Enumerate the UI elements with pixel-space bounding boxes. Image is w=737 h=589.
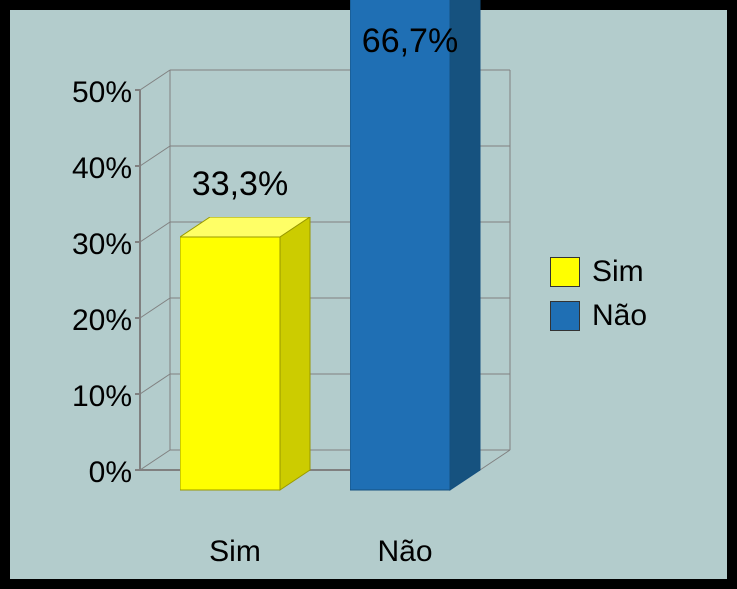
- plot-area: [140, 90, 510, 520]
- ytick-40: 40%: [22, 152, 132, 186]
- ytick-20: 20%: [22, 304, 132, 338]
- datalabel-sim: 33,3%: [165, 165, 315, 204]
- legend-label-sim: Sim: [592, 255, 644, 289]
- legend: Sim Não: [550, 255, 647, 343]
- legend-swatch-nao: [550, 301, 580, 331]
- bar-sim: [180, 217, 320, 507]
- xlabel-sim: Sim: [185, 535, 285, 569]
- chart-canvas: 50% 40% 30% 20% 10% 0%: [10, 10, 727, 579]
- ytick-30: 30%: [22, 228, 132, 262]
- xlabel-nao: Não: [355, 535, 455, 569]
- chart-outer-frame: 50% 40% 30% 20% 10% 0%: [0, 0, 737, 589]
- legend-item-nao: Não: [550, 299, 647, 333]
- legend-swatch-sim: [550, 257, 580, 287]
- ytick-10: 10%: [22, 380, 132, 414]
- bar-nao: [350, 0, 490, 503]
- ytick-50: 50%: [22, 76, 132, 110]
- datalabel-nao: 66,7%: [335, 22, 485, 61]
- legend-label-nao: Não: [592, 299, 647, 333]
- legend-item-sim: Sim: [550, 255, 647, 289]
- ytick-0: 0%: [22, 456, 132, 490]
